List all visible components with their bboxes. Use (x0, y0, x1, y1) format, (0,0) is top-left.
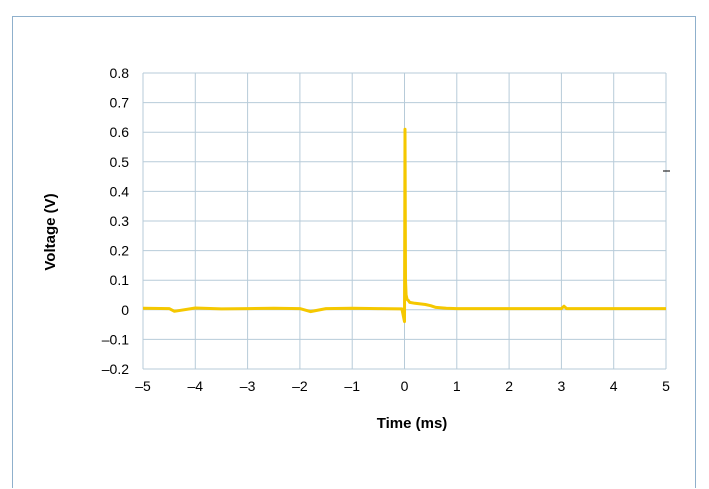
y-tick-label: 0.8 (110, 65, 130, 81)
x-tick-label: 1 (453, 378, 461, 394)
voltage-time-chart: –5 –4 –3 –2 –1 0 1 2 3 4 5 –0.2 –0.1 0 0.1 0.2 0.3 0.4 0.… (42, 65, 670, 432)
x-tick-label: –2 (292, 378, 308, 394)
x-tick-labels: –5 –4 –3 –2 –1 0 1 2 3 4 5 (135, 378, 670, 394)
y-axis-title: Voltage (V) (42, 193, 59, 270)
y-tick-label: 0 (121, 302, 129, 318)
x-tick-label: 5 (662, 378, 670, 394)
y-tick-label: 0.2 (110, 243, 130, 259)
x-tick-label: 2 (505, 378, 513, 394)
y-tick-label: 0.6 (110, 124, 130, 140)
y-tick-label: 0.4 (110, 183, 130, 199)
y-tick-label: 0.7 (110, 95, 130, 111)
x-axis-title: Time (ms) (377, 415, 448, 432)
x-tick-label: 4 (610, 378, 618, 394)
series-layer (142, 127, 666, 324)
x-tick-label: –4 (188, 378, 204, 394)
y-tick-label: –0.2 (102, 361, 129, 377)
y-tick-labels: –0.2 –0.1 0 0.1 0.2 0.3 0.4 0.5 0.6 0.7 0.8 (102, 65, 129, 377)
y-tick-label: –0.1 (102, 331, 129, 347)
x-tick-label: –1 (344, 378, 360, 394)
chart-frame: –5 –4 –3 –2 –1 0 1 2 3 4 5 –0.2 –0.1 0 0.1 0.2 0.3 0.4 0.… (12, 16, 696, 488)
y-tick-label: 0.3 (110, 213, 130, 229)
x-tick-label: 0 (401, 378, 409, 394)
y-tick-label: 0.1 (110, 272, 130, 288)
y-tick-label: 0.5 (110, 154, 130, 170)
x-tick-label: –5 (135, 378, 151, 394)
x-tick-label: 3 (558, 378, 566, 394)
voltage-series-line (142, 127, 666, 324)
x-tick-label: –3 (240, 378, 256, 394)
